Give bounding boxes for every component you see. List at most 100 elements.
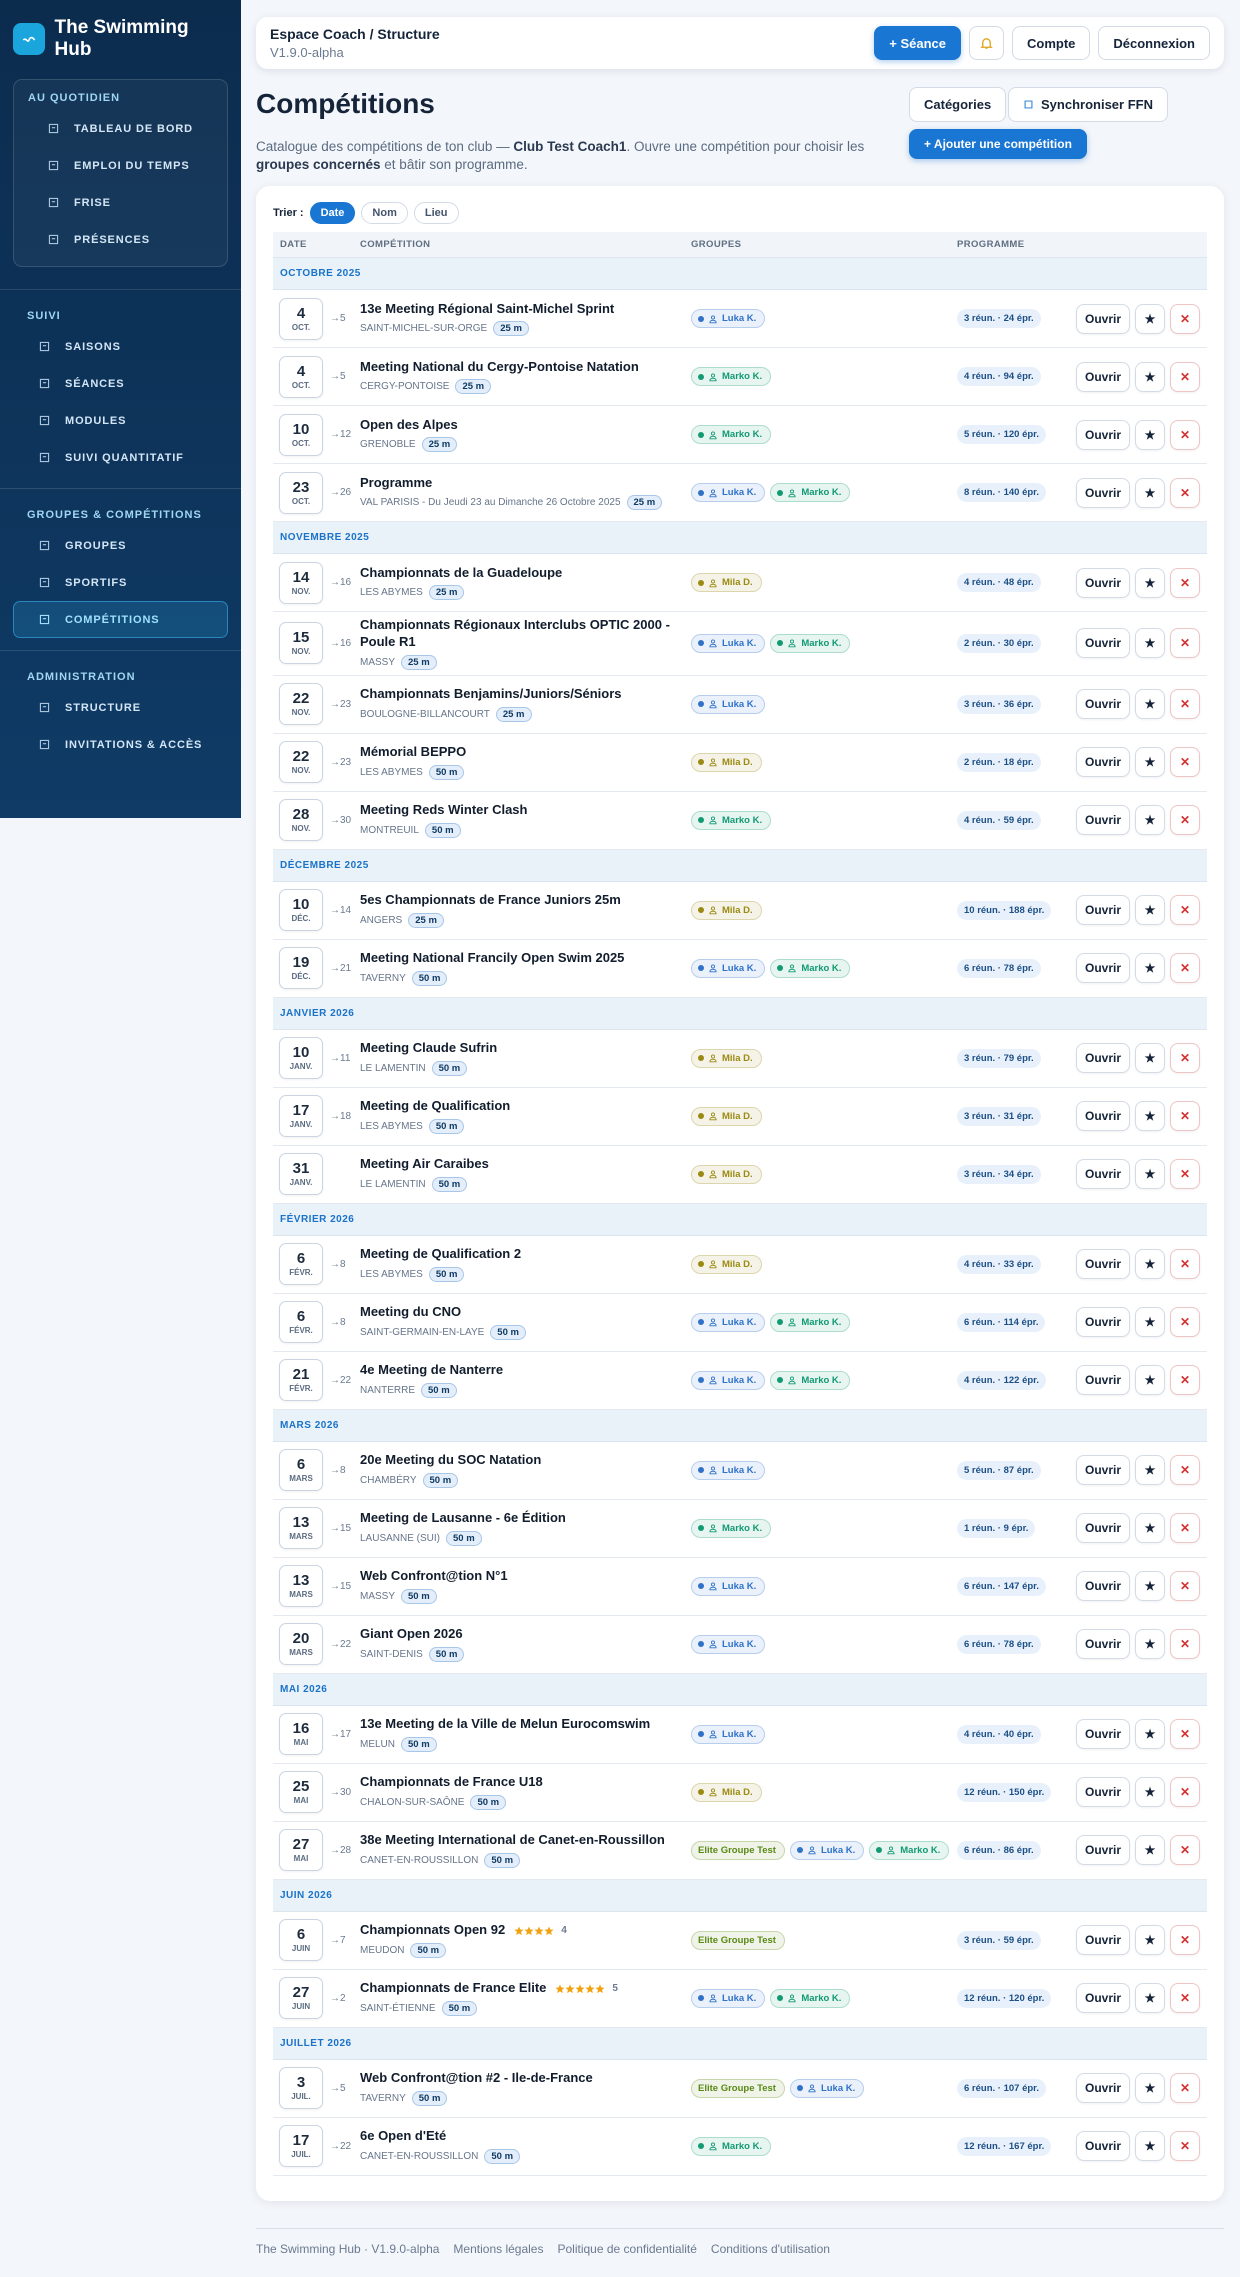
competition-name[interactable]: 4e Meeting de Nanterre xyxy=(360,1362,504,1378)
delete-button[interactable]: ✕ xyxy=(1170,2131,1201,2162)
competition-name[interactable]: 13e Meeting Régional Saint-Michel Sprint xyxy=(360,300,615,316)
competition-name[interactable]: 5es Championnats de France Juniors 25m xyxy=(360,892,621,908)
favorite-button[interactable]: ★ xyxy=(1135,303,1166,334)
open-button[interactable]: Ouvrir xyxy=(1076,1983,1131,2014)
delete-button[interactable]: ✕ xyxy=(1170,1571,1201,1602)
nav-item[interactable]: PRÉSENCES xyxy=(14,221,227,258)
group-chip[interactable]: Luka K. xyxy=(691,1460,766,1480)
competition-name[interactable]: 20e Meeting du SOC Natation xyxy=(360,1452,542,1468)
group-chip[interactable]: Luka K. xyxy=(691,1370,766,1390)
group-chip[interactable]: Mila D. xyxy=(691,1106,762,1126)
delete-button[interactable]: ✕ xyxy=(1170,303,1201,334)
delete-button[interactable]: ✕ xyxy=(1170,1455,1201,1486)
favorite-button[interactable]: ★ xyxy=(1135,895,1166,926)
open-button[interactable]: Ouvrir xyxy=(1076,477,1131,508)
favorite-button[interactable]: ★ xyxy=(1135,1777,1166,1808)
delete-button[interactable]: ✕ xyxy=(1170,1777,1201,1808)
group-chip[interactable]: Luka K. xyxy=(691,694,766,714)
group-chip[interactable]: Luka K. xyxy=(691,483,766,502)
group-chip[interactable]: Marko K. xyxy=(770,633,851,653)
nav-item[interactable]: EMPLOI DU TEMPS xyxy=(14,147,227,184)
competition-name[interactable]: Meeting de Qualification xyxy=(360,1098,511,1114)
favorite-button[interactable]: ★ xyxy=(1135,1159,1166,1190)
open-button[interactable]: Ouvrir xyxy=(1076,1571,1131,1602)
competition-name[interactable]: Meeting Reds Winter Clash xyxy=(360,802,528,818)
open-button[interactable]: Ouvrir xyxy=(1076,1101,1131,1132)
favorite-button[interactable]: ★ xyxy=(1135,805,1166,836)
categories-button[interactable]: Catégories xyxy=(909,87,1007,122)
competition-name[interactable]: 13e Meeting de la Ville de Melun Eurocom… xyxy=(360,1716,651,1732)
group-chip[interactable]: Mila D. xyxy=(691,900,762,920)
competition-name[interactable]: Meeting de Qualification 2 xyxy=(360,1246,522,1262)
group-chip[interactable]: Marko K. xyxy=(770,483,851,502)
nav-item[interactable]: COMPÉTITIONS xyxy=(13,601,228,638)
footer-link[interactable]: Mentions légales xyxy=(453,2242,544,2256)
open-button[interactable]: Ouvrir xyxy=(1076,895,1131,926)
open-button[interactable]: Ouvrir xyxy=(1076,1835,1131,1866)
open-button[interactable]: Ouvrir xyxy=(1076,1159,1131,1190)
competition-name[interactable]: Mémorial BEPPO xyxy=(360,744,467,760)
group-chip[interactable]: Elite Groupe Test xyxy=(691,1930,785,1950)
open-button[interactable]: Ouvrir xyxy=(1076,2073,1131,2104)
footer-link[interactable]: Conditions d'utilisation xyxy=(710,2242,830,2256)
competition-name[interactable]: Championnats de France U18 xyxy=(360,1774,543,1790)
group-chip[interactable]: Luka K. xyxy=(691,309,766,328)
competition-name[interactable]: Championnats de la Guadeloupe xyxy=(360,564,563,580)
competition-name[interactable]: Programme xyxy=(360,474,433,490)
favorite-button[interactable]: ★ xyxy=(1135,1925,1166,1956)
competition-name[interactable]: Championnats Benjamins/Juniors/Séniors xyxy=(360,686,622,702)
delete-button[interactable]: ✕ xyxy=(1170,895,1201,926)
sort-option[interactable]: Lieu xyxy=(413,202,459,224)
open-button[interactable]: Ouvrir xyxy=(1076,1777,1131,1808)
group-chip[interactable]: Marko K. xyxy=(770,1988,851,2008)
group-chip[interactable]: Luka K. xyxy=(691,1988,766,2008)
group-chip[interactable]: Marko K. xyxy=(691,425,772,444)
competition-name[interactable]: Meeting Claude Sufrin xyxy=(360,1040,498,1056)
open-button[interactable]: Ouvrir xyxy=(1076,1719,1131,1750)
group-chip[interactable]: Luka K. xyxy=(789,2078,865,2098)
sync-button[interactable]: Synchroniser FFN xyxy=(1008,87,1168,122)
delete-button[interactable]: ✕ xyxy=(1170,1159,1201,1190)
favorite-button[interactable]: ★ xyxy=(1135,1249,1166,1280)
group-chip[interactable]: Luka K. xyxy=(691,1634,766,1654)
account-button[interactable]: Compte xyxy=(1011,26,1091,60)
open-button[interactable]: Ouvrir xyxy=(1076,1925,1131,1956)
group-chip[interactable]: Mila D. xyxy=(691,573,762,592)
favorite-button[interactable]: ★ xyxy=(1135,567,1166,598)
group-chip[interactable]: Marko K. xyxy=(770,1370,851,1390)
delete-button[interactable]: ✕ xyxy=(1170,953,1201,984)
nav-item[interactable]: STRUCTURE xyxy=(13,689,228,726)
group-chip[interactable]: Elite Groupe Test xyxy=(691,1840,785,1860)
nav-item[interactable]: INVITATIONS & ACCÈS xyxy=(13,726,228,763)
favorite-button[interactable]: ★ xyxy=(1135,953,1166,984)
nav-item[interactable]: GROUPES xyxy=(13,527,228,564)
favorite-button[interactable]: ★ xyxy=(1135,1629,1166,1660)
open-button[interactable]: Ouvrir xyxy=(1076,1513,1131,1544)
group-chip[interactable]: Luka K. xyxy=(691,1724,766,1744)
group-chip[interactable]: Mila D. xyxy=(691,1048,762,1068)
competition-name[interactable]: Championnats Open 92 xyxy=(360,1922,506,1938)
favorite-button[interactable]: ★ xyxy=(1135,628,1166,659)
group-chip[interactable]: Mila D. xyxy=(691,1782,762,1802)
open-button[interactable]: Ouvrir xyxy=(1076,2131,1131,2162)
open-button[interactable]: Ouvrir xyxy=(1076,1455,1131,1486)
delete-button[interactable]: ✕ xyxy=(1170,1101,1201,1132)
competition-name[interactable]: Championnats Régionaux Interclubs OPTIC … xyxy=(360,617,670,649)
nav-item[interactable]: SPORTIFS xyxy=(13,564,228,601)
nav-item[interactable]: SÉANCES xyxy=(13,365,228,402)
favorite-button[interactable]: ★ xyxy=(1135,2131,1166,2162)
favorite-button[interactable]: ★ xyxy=(1135,1571,1166,1602)
delete-button[interactable]: ✕ xyxy=(1170,689,1201,720)
delete-button[interactable]: ✕ xyxy=(1170,477,1201,508)
delete-button[interactable]: ✕ xyxy=(1170,419,1201,450)
group-chip[interactable]: Mila D. xyxy=(691,1254,762,1274)
delete-button[interactable]: ✕ xyxy=(1170,1719,1201,1750)
delete-button[interactable]: ✕ xyxy=(1170,1043,1201,1074)
competition-name[interactable]: 6e Open d'Eté xyxy=(360,2128,447,2144)
open-button[interactable]: Ouvrir xyxy=(1076,1249,1131,1280)
open-button[interactable]: Ouvrir xyxy=(1076,419,1131,450)
nav-item[interactable]: SAISONS xyxy=(13,328,228,365)
open-button[interactable]: Ouvrir xyxy=(1076,628,1131,659)
open-button[interactable]: Ouvrir xyxy=(1076,1629,1131,1660)
nav-item[interactable]: MODULES xyxy=(13,402,228,439)
